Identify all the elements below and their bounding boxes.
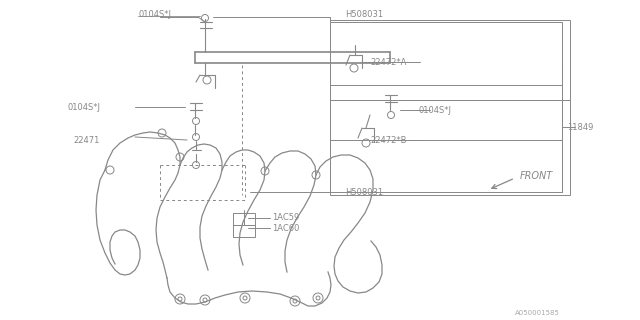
Text: 1AC60: 1AC60 bbox=[272, 223, 300, 233]
Text: 0104S*J: 0104S*J bbox=[138, 10, 171, 19]
Text: H508031: H508031 bbox=[345, 188, 383, 196]
Text: 0104S*J: 0104S*J bbox=[418, 106, 451, 115]
Text: 22471: 22471 bbox=[74, 135, 100, 145]
Bar bbox=[330, 20, 570, 100]
Text: 11849: 11849 bbox=[567, 123, 593, 132]
Text: 22472*B: 22472*B bbox=[370, 135, 406, 145]
Bar bbox=[330, 22, 562, 192]
Bar bbox=[233, 213, 255, 225]
Bar bbox=[233, 225, 255, 237]
Text: 22472*A: 22472*A bbox=[370, 58, 406, 67]
Text: A050001585: A050001585 bbox=[515, 310, 560, 316]
Text: 0104S*J: 0104S*J bbox=[67, 102, 100, 111]
Text: 1AC59: 1AC59 bbox=[272, 212, 300, 221]
Text: FRONT: FRONT bbox=[520, 171, 553, 181]
Text: H508031: H508031 bbox=[345, 10, 383, 19]
Bar bbox=[330, 100, 570, 195]
